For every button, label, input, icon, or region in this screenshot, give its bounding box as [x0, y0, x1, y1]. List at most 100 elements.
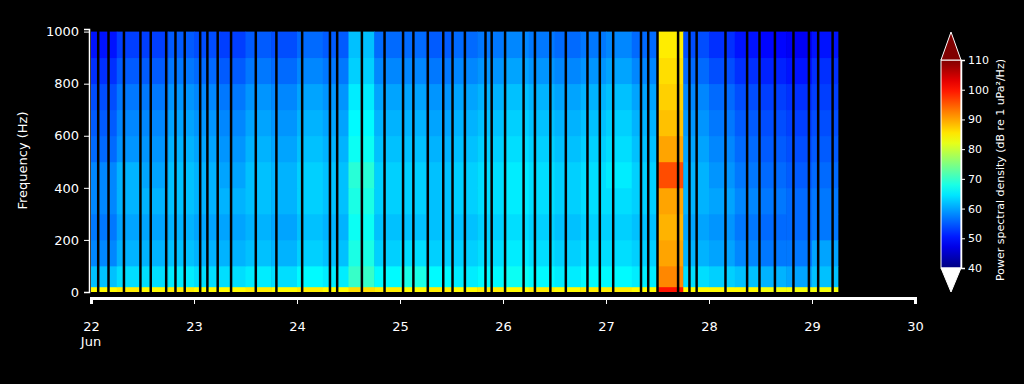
- cell: [220, 58, 246, 84]
- tick-mark: [297, 298, 298, 304]
- tick-mark: [915, 298, 916, 304]
- cell: [91, 188, 117, 214]
- tick: 40: [961, 262, 982, 275]
- cell: [246, 58, 272, 84]
- cell: [143, 214, 169, 240]
- data-gap: [534, 29, 537, 292]
- cell: [709, 58, 735, 84]
- cell: [246, 214, 272, 240]
- cell: [220, 32, 246, 58]
- tick-mark: [961, 209, 965, 210]
- cell: [812, 84, 838, 110]
- gaps: [98, 29, 832, 292]
- cell: [555, 58, 581, 84]
- cell: [580, 84, 606, 110]
- cell: [117, 287, 143, 292]
- cell: [503, 162, 529, 188]
- cell: [426, 266, 452, 287]
- cell: [374, 214, 400, 240]
- cell: [709, 287, 735, 292]
- cell: [374, 188, 400, 214]
- cell: [143, 84, 169, 110]
- cell: [632, 240, 658, 266]
- cell: [91, 214, 117, 240]
- data-gap: [490, 29, 493, 292]
- colorbar-title: Power spectral density (dB re 1 uPa²/Hz): [994, 59, 1007, 281]
- cell: [580, 110, 606, 136]
- cell: [658, 84, 684, 110]
- cell: [426, 287, 452, 292]
- data-gap: [336, 29, 339, 292]
- cell: [812, 287, 838, 292]
- tick-mark: [961, 90, 965, 91]
- axis-title: Frequency (Hz): [15, 111, 30, 209]
- cell: [606, 58, 632, 84]
- cell: [91, 110, 117, 136]
- cell: [606, 188, 632, 214]
- cell: [374, 84, 400, 110]
- data-gap: [442, 29, 445, 292]
- cell: [117, 84, 143, 110]
- cell: [812, 162, 838, 188]
- cell: [374, 58, 400, 84]
- data-gap: [183, 29, 186, 292]
- tick-mark: [84, 292, 89, 293]
- tick-label: 50: [968, 232, 982, 245]
- cell: [246, 110, 272, 136]
- colorbar-scale: [941, 60, 961, 268]
- tick-label: 23: [186, 319, 203, 334]
- tick-label: 25: [392, 319, 409, 334]
- tick-label: 400: [54, 181, 79, 196]
- data-gap: [451, 29, 454, 292]
- cell: [503, 287, 529, 292]
- data-gap: [412, 29, 415, 292]
- cell: [374, 136, 400, 162]
- cell: [555, 240, 581, 266]
- cell: [555, 287, 581, 292]
- cell: [632, 32, 658, 58]
- axis: 405060708090100110: [961, 54, 989, 275]
- cell: [426, 84, 452, 110]
- tick-label: 110: [968, 54, 989, 67]
- cell: [168, 188, 194, 214]
- tick-label: 800: [54, 76, 79, 91]
- tick: 110: [961, 54, 989, 67]
- cell: [580, 136, 606, 162]
- cell: [503, 188, 529, 214]
- data-gap: [230, 29, 233, 292]
- tick-label: 70: [968, 173, 982, 186]
- data-gap: [586, 29, 589, 292]
- cell: [555, 84, 581, 110]
- data-gap: [139, 29, 142, 292]
- cell: [426, 58, 452, 84]
- tick: 26: [495, 298, 512, 334]
- cell: [168, 110, 194, 136]
- tick-mark: [400, 298, 401, 304]
- cell: [709, 188, 735, 214]
- cell: [555, 136, 581, 162]
- cell: [812, 214, 838, 240]
- cell: [374, 32, 400, 58]
- cell: [168, 84, 194, 110]
- data-gap: [599, 29, 602, 292]
- tick-mark: [961, 60, 965, 61]
- cell: [658, 240, 684, 266]
- cell: [632, 84, 658, 110]
- data-gap: [361, 29, 364, 292]
- cell: [91, 266, 117, 287]
- cell: [580, 287, 606, 292]
- cell: [246, 240, 272, 266]
- data-gap: [199, 29, 202, 292]
- cell: [812, 188, 838, 214]
- tick: 30: [907, 298, 924, 334]
- data-gap: [647, 29, 650, 292]
- cell: [812, 110, 838, 136]
- tick-mark: [606, 298, 607, 304]
- cell: [658, 188, 684, 214]
- tick-mark: [503, 298, 504, 304]
- data-gap: [174, 29, 177, 292]
- cell: [91, 84, 117, 110]
- data-gap: [774, 29, 777, 292]
- cell: [220, 240, 246, 266]
- data-gap: [792, 29, 795, 292]
